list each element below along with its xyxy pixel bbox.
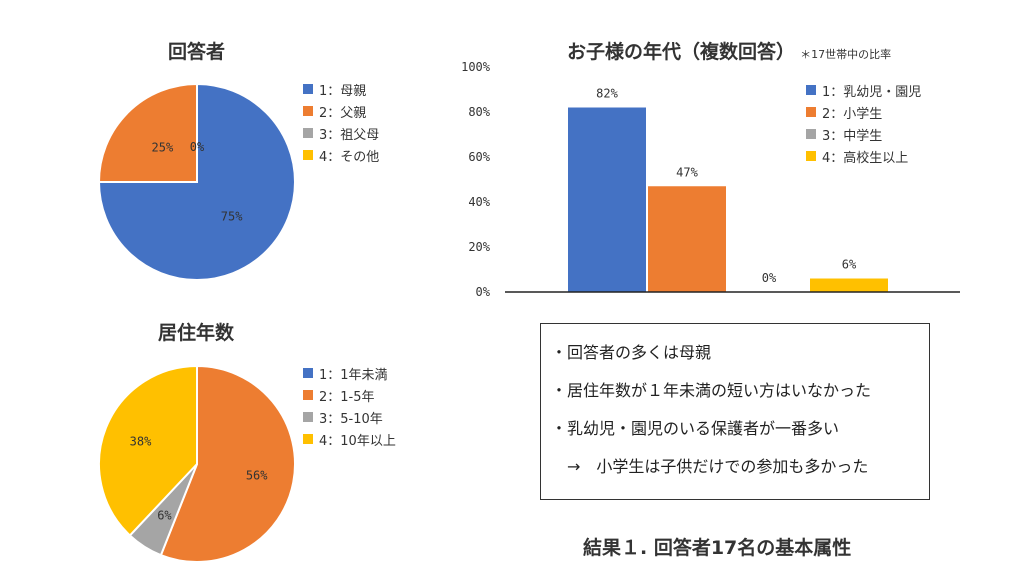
pie2-legend-label: 4：10年以上 — [319, 433, 396, 449]
summary-line-3: ・乳幼児・園児のいる保護者が一番多い — [551, 419, 840, 438]
pie1-data-label: 75% — [221, 210, 243, 224]
bar-chart-children-age: 0% 20% 40% 60% 80% 100% 82% 47% 0% 6% — [461, 60, 960, 299]
pie1-data-label: 0% — [190, 140, 205, 154]
pie2-legend: 1：1年未満 2：1-5年 3：5-10年 4：10年以上 — [303, 362, 396, 450]
pie2-data-label: 38% — [130, 435, 152, 449]
pie1-legend-swatch — [303, 106, 313, 116]
bar-data-label: 6% — [842, 258, 857, 272]
pie1-legend-label: 2：父親 — [319, 105, 367, 121]
bar-legend-item: 2：小学生 — [806, 101, 921, 123]
pie1-legend-label: 3：祖父母 — [319, 127, 380, 143]
bar-data-label: 82% — [596, 87, 618, 101]
bar-mark — [810, 278, 888, 292]
pie-chart-respondents: 75% 25% 0% — [97, 82, 296, 281]
bar-legend-label: 2：小学生 — [822, 106, 883, 122]
bar-data-label: 47% — [676, 165, 698, 179]
pie2-title: 居住年数 — [158, 322, 235, 344]
pie2-slice — [98, 364, 198, 537]
bar-legend-label: 1：乳幼児・園児 — [822, 84, 922, 100]
pie2-data-label: 56% — [246, 468, 268, 482]
bar-mark — [648, 186, 726, 292]
pie1-legend-item: 2：父親 — [303, 100, 379, 122]
bar-legend-swatch — [806, 107, 816, 117]
bar-legend-label: 4：高校生以上 — [822, 150, 909, 166]
pie1-data-label: 25% — [152, 140, 174, 154]
pie1-legend-label: 4：その他 — [319, 149, 380, 165]
pie1-legend-swatch — [303, 150, 313, 160]
pie2-legend-swatch — [303, 390, 313, 400]
bar-mark — [568, 107, 646, 292]
pie2-legend-swatch — [303, 368, 313, 378]
pie2-legend-label: 2：1-5年 — [319, 389, 375, 405]
summary-line-1: ・回答者の多くは母親 — [551, 343, 712, 362]
pie1-legend-item: 3：祖父母 — [303, 122, 379, 144]
pie1-legend-label: 1：母親 — [319, 83, 367, 99]
bar-ytick-label: 60% — [468, 150, 490, 164]
bar-legend-item: 1：乳幼児・園児 — [806, 79, 921, 101]
pie2-legend-item: 4：10年以上 — [303, 428, 396, 450]
bar-subtitle: ＊17世帯中の比率 — [800, 48, 892, 61]
bar-legend-swatch — [806, 151, 816, 161]
bar-legend-swatch — [806, 85, 816, 95]
bar-legend-item: 3：中学生 — [806, 123, 921, 145]
bar-legend-swatch — [806, 129, 816, 139]
footer-caption: 結果１. 回答者17名の基本属性 — [583, 537, 852, 559]
bar-ytick-label: 0% — [476, 285, 491, 299]
bar-legend: 1：乳幼児・園児 2：小学生 3：中学生 4：高校生以上 — [806, 79, 921, 167]
pie2-legend-label: 3：5-10年 — [319, 411, 383, 427]
pie2-legend-item: 1：1年未満 — [303, 362, 396, 384]
pie2-data-label: 6% — [157, 508, 172, 522]
bar-ytick-label: 20% — [468, 240, 490, 254]
pie1-legend-item: 1：母親 — [303, 78, 379, 100]
bar-legend-label: 3：中学生 — [822, 128, 883, 144]
pie2-legend-swatch — [303, 412, 313, 422]
bar-ytick-label: 40% — [468, 195, 490, 209]
summary-box: ・回答者の多くは母親 ・居住年数が１年未満の短い方はいなかった ・乳幼児・園児の… — [540, 323, 930, 500]
bar-data-label: 0% — [762, 271, 777, 285]
pie1-title: 回答者 — [168, 41, 226, 63]
pie-chart-residence: 0%56%6%38% — [98, 364, 296, 563]
pie2-legend-swatch — [303, 434, 313, 444]
summary-line-4: → 小学生は子供だけでの参加も多かった — [551, 457, 869, 476]
pie1-legend-swatch — [303, 128, 313, 138]
pie1-legend: 1：母親 2：父親 3：祖父母 4：その他 — [303, 78, 379, 166]
bar-ytick-label: 100% — [461, 60, 491, 74]
pie1-slice — [97, 82, 296, 281]
pie1-legend-item: 4：その他 — [303, 144, 379, 166]
bar-legend-item: 4：高校生以上 — [806, 145, 921, 167]
pie2-legend-item: 3：5-10年 — [303, 406, 396, 428]
pie1-slice — [97, 82, 198, 183]
bar-title: お子様の年代（複数回答） — [567, 41, 796, 63]
bar-title-wrap: お子様の年代（複数回答） ＊17世帯中の比率 — [567, 37, 891, 64]
pie1-legend-swatch — [303, 84, 313, 94]
pie2-legend-item: 2：1-5年 — [303, 384, 396, 406]
pie2-slice — [159, 364, 296, 563]
pie2-legend-label: 1：1年未満 — [319, 367, 388, 383]
bar-ytick-label: 80% — [468, 105, 490, 119]
summary-line-2: ・居住年数が１年未満の短い方はいなかった — [551, 381, 872, 400]
